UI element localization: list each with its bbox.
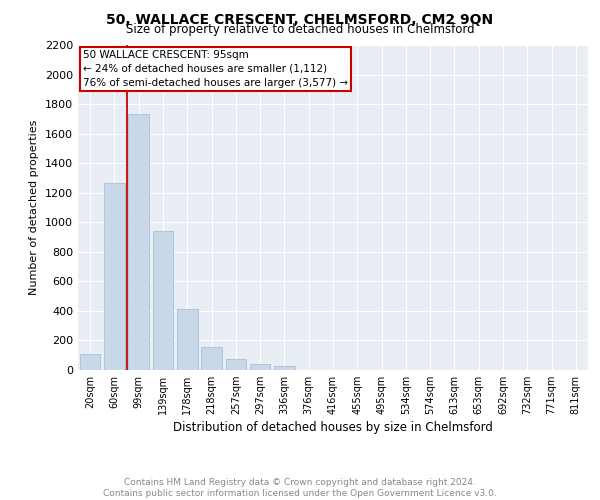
Text: Distribution of detached houses by size in Chelmsford: Distribution of detached houses by size …	[173, 421, 493, 434]
Bar	[128, 114, 149, 370]
Bar	[226, 359, 246, 370]
Y-axis label: Number of detached properties: Number of detached properties	[29, 120, 40, 295]
Bar	[177, 308, 197, 370]
Bar	[274, 366, 295, 370]
Text: Size of property relative to detached houses in Chelmsford: Size of property relative to detached ho…	[125, 22, 475, 36]
Bar	[80, 354, 100, 370]
Bar	[201, 347, 222, 370]
Text: Contains HM Land Registry data © Crown copyright and database right 2024.
Contai: Contains HM Land Registry data © Crown c…	[103, 478, 497, 498]
Text: 50 WALLACE CRESCENT: 95sqm
← 24% of detached houses are smaller (1,112)
76% of s: 50 WALLACE CRESCENT: 95sqm ← 24% of deta…	[83, 50, 348, 88]
Bar	[250, 364, 271, 370]
Bar	[152, 231, 173, 370]
Bar	[104, 183, 125, 370]
Text: 50, WALLACE CRESCENT, CHELMSFORD, CM2 9QN: 50, WALLACE CRESCENT, CHELMSFORD, CM2 9Q…	[106, 12, 494, 26]
